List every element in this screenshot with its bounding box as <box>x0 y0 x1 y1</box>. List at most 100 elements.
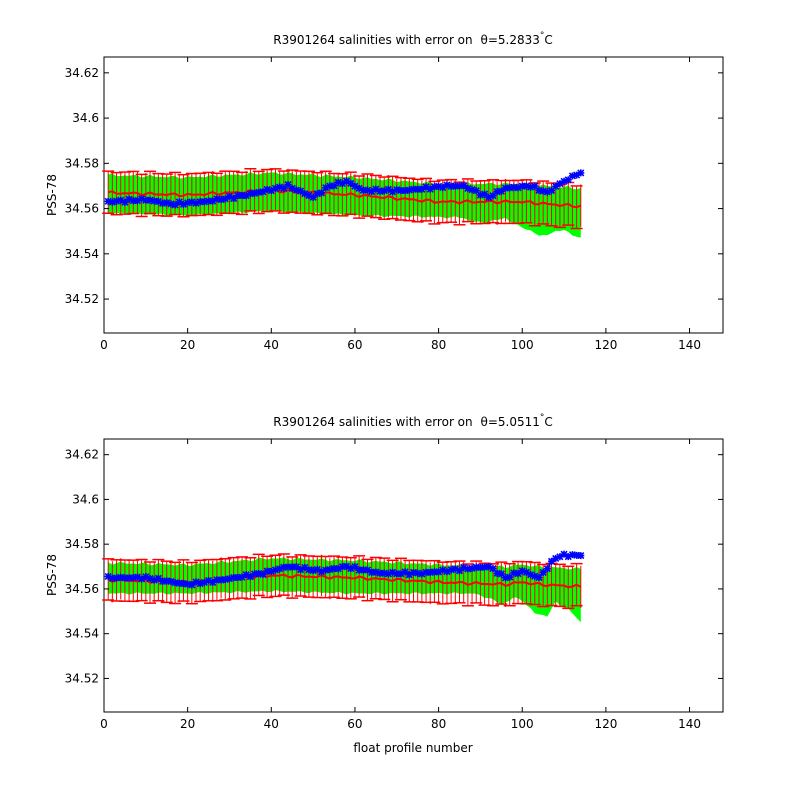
float-salinity-point <box>464 565 472 573</box>
float-salinity-point <box>288 184 296 192</box>
float-salinity-point <box>435 568 443 576</box>
float-salinity-point <box>297 187 305 195</box>
x-tick-label: 60 <box>347 338 362 352</box>
float-salinity-point <box>133 197 142 205</box>
float-salinity-point <box>409 568 418 577</box>
float-salinity-point <box>347 179 355 187</box>
float-salinity-point <box>142 573 150 581</box>
float-salinity-point <box>573 551 581 559</box>
float-salinity-point <box>552 182 560 190</box>
float-salinity-point <box>242 571 250 579</box>
float-salinity-point <box>376 569 384 577</box>
x-tick-label: 100 <box>511 338 534 352</box>
float-salinity-point <box>472 563 480 571</box>
float-salinity-point <box>539 187 547 195</box>
float-salinity-point <box>196 198 204 206</box>
float-salinity-point <box>117 573 125 581</box>
float-salinity-point <box>460 181 468 190</box>
float-salinity-point <box>476 191 484 199</box>
float-salinity-point <box>204 576 213 585</box>
float-salinity-point <box>481 563 489 571</box>
float-salinity-point <box>221 575 229 584</box>
y-tick-label: 34.58 <box>65 537 99 551</box>
float-salinity-point <box>414 569 422 577</box>
float-salinity-point <box>263 567 271 575</box>
x-tick-label: 20 <box>180 717 195 731</box>
float-salinity-point <box>393 186 401 194</box>
float-salinity-point <box>276 565 284 573</box>
y-tick-label: 34.56 <box>65 202 99 216</box>
float-salinity-point <box>531 572 539 580</box>
float-salinity-point <box>347 564 355 573</box>
float-salinity-point <box>251 189 259 197</box>
float-salinity-point <box>560 177 568 185</box>
x-tick-label: 0 <box>100 338 108 352</box>
y-tick-label: 34.62 <box>65 66 99 80</box>
float-salinity-point <box>418 185 426 193</box>
top-x-tick-labels: 0 20 40 60 80 100 120 140 <box>100 57 701 352</box>
float-salinity-point <box>129 197 137 205</box>
float-salinity-point <box>225 575 234 583</box>
float-salinity-point <box>384 570 392 578</box>
float-salinity-point <box>221 195 229 203</box>
y-tick-label: 34.58 <box>65 156 99 170</box>
float-salinity-point <box>481 190 489 198</box>
float-salinity-point <box>405 186 413 194</box>
float-salinity-point <box>464 184 472 192</box>
float-salinity-point <box>171 579 179 587</box>
float-salinity-point <box>238 191 246 200</box>
float-salinity-point <box>568 551 576 559</box>
float-salinity-point <box>213 576 221 584</box>
float-salinity-point <box>351 182 359 190</box>
float-salinity-point <box>192 199 200 207</box>
float-salinity-point <box>154 197 162 206</box>
float-salinity-point <box>468 564 476 572</box>
float-salinity-point <box>338 180 346 188</box>
float-salinity-point <box>138 575 146 583</box>
float-salinity-point <box>556 180 564 188</box>
float-salinity-point <box>405 571 413 579</box>
float-salinity-point <box>372 185 380 193</box>
float-salinity-point <box>401 187 409 195</box>
float-salinity-point <box>112 574 121 582</box>
float-salinity-point <box>317 189 326 197</box>
float-salinity-point <box>255 188 263 196</box>
float-salinity-point <box>535 186 543 194</box>
bottom-y-axis-label: PSS-78 <box>45 554 59 596</box>
float-salinity-point <box>305 566 313 574</box>
float-salinity-point <box>527 571 535 579</box>
float-salinity-point <box>263 185 271 194</box>
float-salinity-point <box>276 183 284 191</box>
float-salinity-point <box>497 570 505 578</box>
float-salinity-point <box>439 184 447 192</box>
float-salinity-point <box>322 566 330 574</box>
float-salinity-point <box>573 171 581 179</box>
float-salinity-point <box>179 579 188 588</box>
float-salinity-point <box>288 563 296 571</box>
float-salinity-point <box>104 572 112 580</box>
float-salinity-point <box>543 565 551 573</box>
top-y-tick-labels: 34.52 34.54 34.56 34.58 34.6 34.62 <box>65 66 723 306</box>
float-salinity-point <box>556 553 564 561</box>
x-axis-label: float profile number <box>353 741 472 755</box>
float-salinity-point <box>372 568 380 576</box>
top-y-axis-label: PSS-78 <box>45 174 59 216</box>
float-salinity-point <box>363 566 372 574</box>
float-salinity-point <box>376 187 384 195</box>
float-salinity-point <box>230 573 238 582</box>
float-salinity-point <box>564 176 572 184</box>
float-salinity-point <box>472 187 480 195</box>
float-salinity-point <box>204 197 213 205</box>
x-tick-label: 100 <box>511 717 534 731</box>
float-salinity-point <box>426 568 434 577</box>
float-salinity-point <box>401 568 409 576</box>
float-salinity-point <box>267 567 275 576</box>
bottom-panel-title: R3901264 salinities with error on θ=5.05… <box>273 413 553 429</box>
float-salinity-point <box>384 185 392 193</box>
float-salinity-point <box>175 579 183 587</box>
float-salinity-point <box>422 568 430 576</box>
float-salinity-point <box>414 185 422 193</box>
float-salinity-point <box>506 184 514 192</box>
float-salinity-point <box>121 574 129 582</box>
float-salinity-point <box>271 566 280 574</box>
